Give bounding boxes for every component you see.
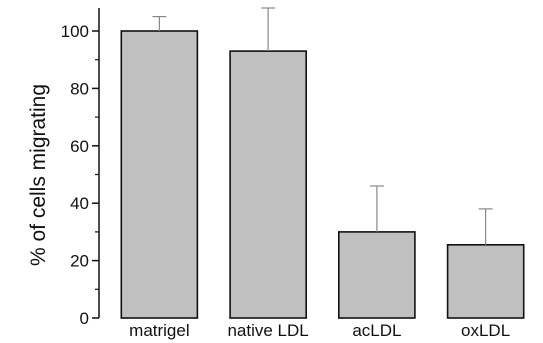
category-label-3: oxLDL xyxy=(461,321,510,340)
bar-1 xyxy=(229,50,308,319)
bar-3 xyxy=(446,244,525,319)
y-tick-label-0: 0 xyxy=(80,309,89,328)
bar-0 xyxy=(120,30,199,319)
y-axis-title: % of cells migrating xyxy=(27,84,50,266)
y-tick-label-4: 80 xyxy=(70,79,89,98)
y-ticks-layer: 0 20 40 60 80 100 xyxy=(61,22,99,328)
category-label-1: native LDL xyxy=(227,321,308,340)
y-tick-label-1: 20 xyxy=(70,252,89,271)
bar-2 xyxy=(337,231,416,319)
bars-layer xyxy=(120,30,525,319)
error-bars-layer xyxy=(152,7,493,245)
category-label-2: acLDL xyxy=(352,321,401,340)
y-tick-label-5: 100 xyxy=(61,22,89,41)
category-labels-layer: matrigel native LDL acLDL oxLDL xyxy=(129,321,510,340)
y-tick-label-3: 60 xyxy=(70,137,89,156)
category-label-0: matrigel xyxy=(129,321,189,340)
y-tick-label-2: 40 xyxy=(70,194,89,213)
